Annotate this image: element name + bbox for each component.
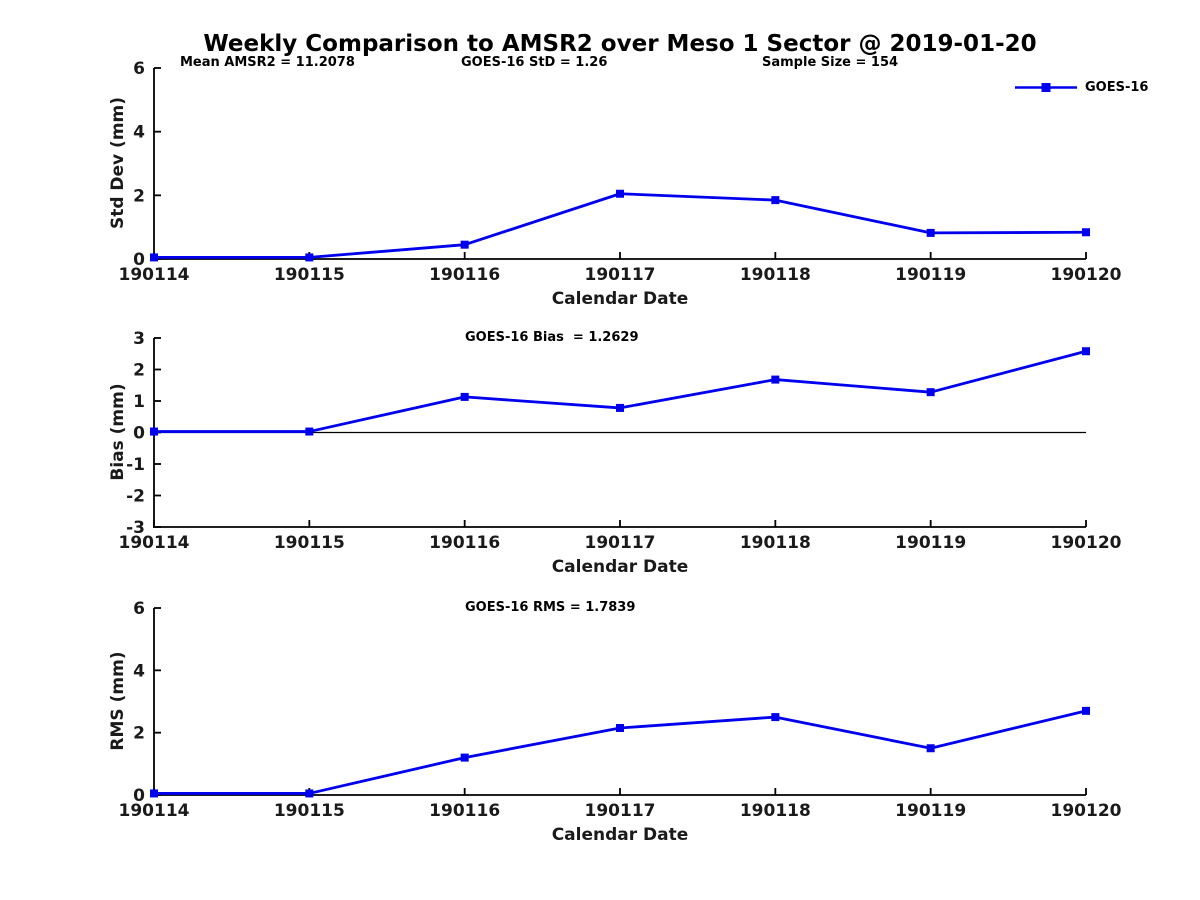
annotation-sample-size: Sample Size = 154 [762, 55, 899, 70]
data-point-marker [150, 789, 158, 798]
y-tick-label: 4 [133, 661, 145, 681]
annotation-mean-amsr2: Mean AMSR2 = 11.2078 [180, 55, 355, 70]
x-tick-label: 190119 [895, 801, 966, 821]
data-point-marker [1082, 228, 1090, 237]
x-tick-label: 190117 [585, 533, 656, 553]
subplot-bias-ylabel: Bias (mm) [108, 383, 128, 481]
data-point-marker [771, 713, 780, 722]
y-tick-label: -2 [126, 487, 145, 507]
data-point-marker [150, 427, 158, 436]
annotation-goes16-bias: GOES-16 Bias = 1.2629 [465, 330, 639, 345]
x-tick-label: 190119 [895, 533, 966, 553]
legend-line-marker-icon [1015, 83, 1077, 92]
data-point-marker [150, 253, 158, 262]
figure-title: Weekly Comparison to AMSR2 over Meso 1 S… [203, 31, 1037, 57]
data-point-marker [1082, 706, 1090, 715]
y-tick-label: 2 [133, 361, 145, 381]
y-tick-label: 2 [133, 186, 145, 206]
x-tick-label: 190114 [119, 265, 190, 285]
x-tick-label: 190120 [1051, 533, 1122, 553]
data-point-marker [616, 403, 624, 412]
data-point-marker [616, 723, 624, 732]
x-tick-label: 190116 [429, 265, 500, 285]
x-tick-label: 190115 [274, 265, 345, 285]
subplot-rms-ylabel: RMS (mm) [108, 651, 128, 751]
data-point-marker [771, 196, 780, 205]
x-tick-label: 190119 [895, 265, 966, 285]
x-tick-label: 190120 [1051, 801, 1122, 821]
y-tick-label: 0 [133, 424, 145, 444]
x-tick-label: 190115 [274, 801, 345, 821]
data-point-marker [305, 427, 314, 436]
x-tick-label: 190114 [119, 801, 190, 821]
data-point-marker [926, 228, 935, 237]
x-tick-label: 190118 [740, 265, 811, 285]
y-tick-label: -1 [126, 455, 145, 475]
y-tick-label: 0 [133, 250, 145, 270]
subplot-bias-xlabel: Calendar Date [551, 557, 689, 577]
x-tick-label: 190120 [1051, 265, 1122, 285]
data-point-marker [460, 240, 469, 249]
data-point-marker [305, 789, 314, 798]
annotation-goes16-rms: GOES-16 RMS = 1.7839 [465, 600, 636, 615]
y-tick-label: 1 [133, 392, 145, 412]
data-point-marker [460, 753, 469, 762]
y-tick-label: 6 [133, 599, 145, 619]
x-tick-label: 190118 [740, 801, 811, 821]
y-tick-label: 4 [133, 123, 145, 143]
data-point-marker [616, 189, 624, 198]
series-line [154, 709, 1087, 795]
x-tick-label: 190117 [585, 265, 656, 285]
y-tick-label: 3 [133, 329, 145, 349]
y-tick-label: -3 [126, 518, 145, 538]
data-point-marker [926, 744, 935, 753]
y-tick-label: 0 [133, 786, 145, 806]
legend-label: GOES-16 [1085, 80, 1149, 95]
data-point-marker [771, 375, 780, 384]
legend: GOES-16 [1014, 80, 1148, 95]
x-tick-label: 190117 [585, 801, 656, 821]
subplot-stddev-ylabel: Std Dev (mm) [108, 96, 128, 230]
y-tick-label: 6 [133, 59, 145, 79]
x-tick-label: 190115 [274, 533, 345, 553]
y-tick-label: 2 [133, 724, 145, 744]
data-point-marker [926, 388, 935, 397]
x-tick-label: 190116 [429, 801, 500, 821]
data-point-marker [305, 253, 314, 262]
subplot-rms-xlabel: Calendar Date [551, 825, 689, 845]
x-tick-label: 190116 [429, 533, 500, 553]
subplot-stddev-xlabel: Calendar Date [551, 289, 689, 309]
data-point-marker [1082, 347, 1090, 356]
annotation-goes16-std: GOES-16 StD = 1.26 [461, 55, 608, 70]
data-point-marker [460, 392, 469, 401]
x-tick-label: 190118 [740, 533, 811, 553]
x-tick-label: 190114 [119, 533, 190, 553]
